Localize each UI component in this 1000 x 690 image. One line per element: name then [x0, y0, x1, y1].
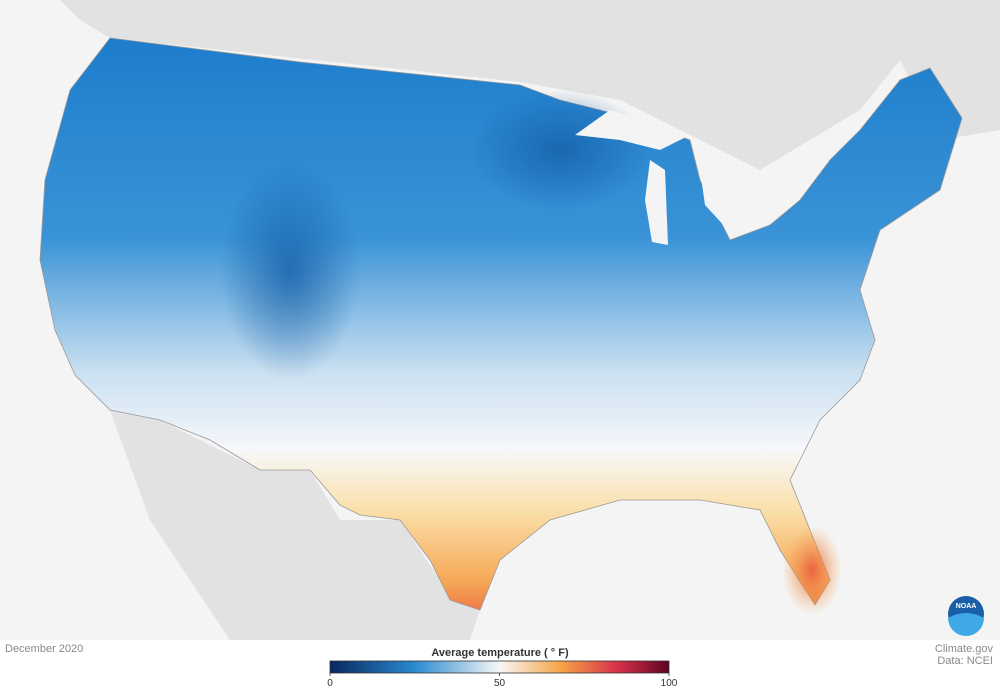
lake-michigan	[645, 160, 668, 245]
legend-title: Average temperature ( ° F)	[431, 647, 569, 659]
lake-huron	[700, 170, 740, 230]
color-bar	[329, 660, 670, 674]
tick-label: 50	[494, 678, 506, 689]
noaa-logo-wave	[948, 613, 984, 636]
tick-label: 100	[661, 678, 678, 689]
source-credit: Data: NCEI	[937, 655, 993, 667]
date-label: December 2020	[5, 643, 83, 655]
north-cold	[470, 90, 650, 210]
rockies-cold	[220, 160, 360, 380]
logo-text: NOAA	[956, 603, 977, 610]
florida-warm	[782, 525, 842, 615]
site-credit: Climate.gov	[935, 643, 994, 655]
mexico	[110, 410, 480, 640]
canada	[60, 0, 1000, 170]
tick-label: 0	[327, 678, 333, 689]
lake-superior	[575, 110, 690, 150]
